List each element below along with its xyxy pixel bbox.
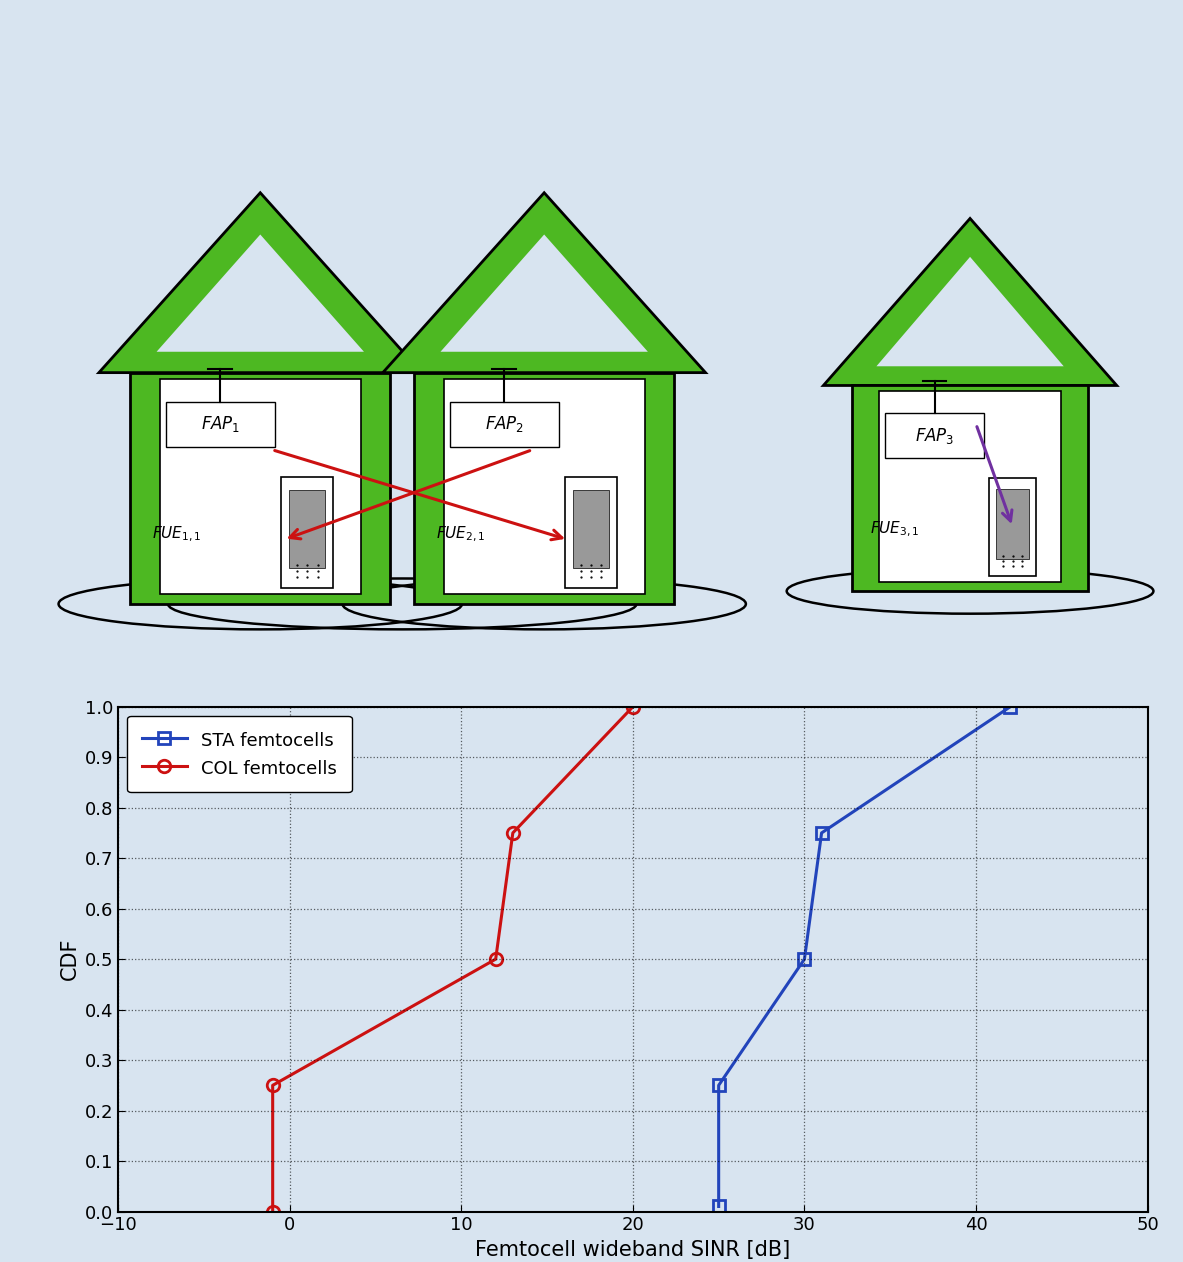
Text: $\mathit{FAP}_{2}$: $\mathit{FAP}_{2}$ xyxy=(485,414,524,434)
COL femtocells xyxy=(626,699,640,714)
Polygon shape xyxy=(823,218,1117,385)
STA femtocells xyxy=(712,1199,726,1214)
Bar xyxy=(885,413,984,458)
COL femtocells xyxy=(265,1078,280,1093)
Polygon shape xyxy=(383,193,705,372)
Bar xyxy=(130,372,390,604)
Bar xyxy=(573,490,609,568)
X-axis label: Femtocell wideband SINR [dB]: Femtocell wideband SINR [dB] xyxy=(476,1241,790,1259)
Bar xyxy=(166,401,274,447)
COL femtocells xyxy=(489,952,503,967)
COL femtocells xyxy=(265,1204,280,1219)
Text: $\mathit{FAP}_{1}$: $\mathit{FAP}_{1}$ xyxy=(201,414,240,434)
Polygon shape xyxy=(99,193,421,372)
Polygon shape xyxy=(440,235,648,352)
Bar xyxy=(989,477,1036,577)
Bar xyxy=(879,391,1061,582)
STA femtocells xyxy=(1003,699,1017,714)
STA femtocells xyxy=(797,952,812,967)
Bar xyxy=(160,379,361,594)
STA femtocells xyxy=(712,1078,726,1093)
Bar xyxy=(852,385,1088,591)
Bar xyxy=(565,477,618,588)
Bar xyxy=(289,490,325,568)
Line: COL femtocells: COL femtocells xyxy=(266,700,639,1218)
Polygon shape xyxy=(156,235,364,352)
Bar xyxy=(450,401,558,447)
Text: $\mathit{FUE}_{1,1}$: $\mathit{FUE}_{1,1}$ xyxy=(153,525,202,544)
COL femtocells xyxy=(506,825,521,840)
Bar xyxy=(414,372,674,604)
Bar xyxy=(282,477,334,588)
Text: $\mathit{FAP}_{3}$: $\mathit{FAP}_{3}$ xyxy=(914,425,955,445)
Text: $\mathit{FUE}_{2,1}$: $\mathit{FUE}_{2,1}$ xyxy=(437,525,486,544)
Line: STA femtocells: STA femtocells xyxy=(712,700,1016,1213)
Text: $\mathit{FUE}_{3,1}$: $\mathit{FUE}_{3,1}$ xyxy=(870,520,919,539)
Polygon shape xyxy=(877,257,1064,366)
Bar xyxy=(444,379,645,594)
STA femtocells xyxy=(814,825,828,840)
Y-axis label: CDF: CDF xyxy=(59,938,79,981)
Legend: STA femtocells, COL femtocells: STA femtocells, COL femtocells xyxy=(128,716,351,793)
Bar xyxy=(996,490,1029,559)
